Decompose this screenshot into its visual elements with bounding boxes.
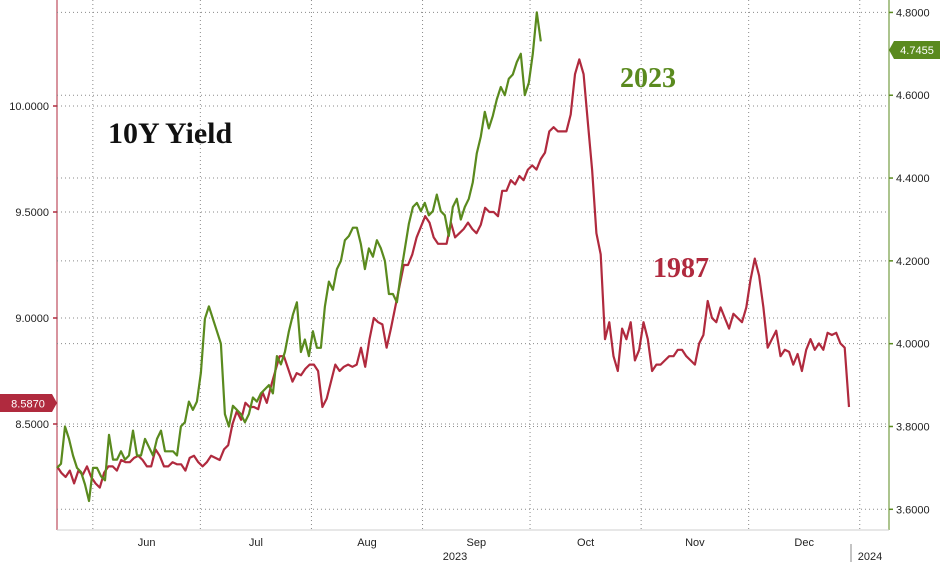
x-tick-label: Sep [467, 537, 487, 549]
right-tick-label: 4.6000 [896, 90, 930, 102]
x-axis: Jun Jul Aug Sep Oct Nov Dec 2023 2024 [57, 529, 889, 563]
right-tick-label: 4.8000 [896, 7, 930, 19]
left-tick-label: 9.0000 [15, 313, 49, 325]
series-layer [56, 11, 851, 503]
right-axis: 3.6000 3.8000 4.0000 4.2000 4.4000 4.6000 4.80… [888, 0, 930, 530]
right-tick-label: 3.8000 [896, 421, 930, 433]
left-tick-label: 9.5000 [15, 207, 49, 219]
right-last-value-text: 4.7455 [900, 45, 934, 57]
x-tick-label: Nov [685, 537, 705, 549]
annotation-1987: 1987 [653, 253, 709, 284]
x-year-label-2024: 2024 [858, 551, 882, 563]
x-tick-label: Jun [138, 537, 156, 549]
x-tick-label: Dec [794, 537, 814, 549]
series-line-2023 [56, 11, 542, 503]
left-axis: 8.5000 9.0000 9.5000 10.0000 [9, 0, 58, 530]
left-last-value-badge: 8.5870 [0, 394, 57, 412]
series-line-1987 [56, 58, 851, 489]
x-year-label-2023: 2023 [443, 551, 467, 563]
left-tick-label: 8.5000 [15, 419, 49, 431]
x-tick-label: Oct [577, 537, 594, 549]
right-tick-label: 4.4000 [896, 173, 930, 185]
right-last-value-badge: 4.7455 [889, 41, 940, 59]
x-tick-label: Aug [357, 537, 377, 549]
right-tick-label: 4.2000 [896, 256, 930, 268]
gridlines [57, 0, 889, 530]
left-tick-label: 10.0000 [9, 101, 49, 113]
chart-title: 10Y Yield [108, 117, 232, 150]
x-tick-label: Jul [249, 537, 263, 549]
right-tick-label: 3.6000 [896, 504, 930, 516]
annotation-2023: 2023 [620, 63, 676, 94]
left-last-value-text: 8.5870 [11, 399, 45, 411]
right-tick-label: 4.0000 [896, 339, 930, 351]
